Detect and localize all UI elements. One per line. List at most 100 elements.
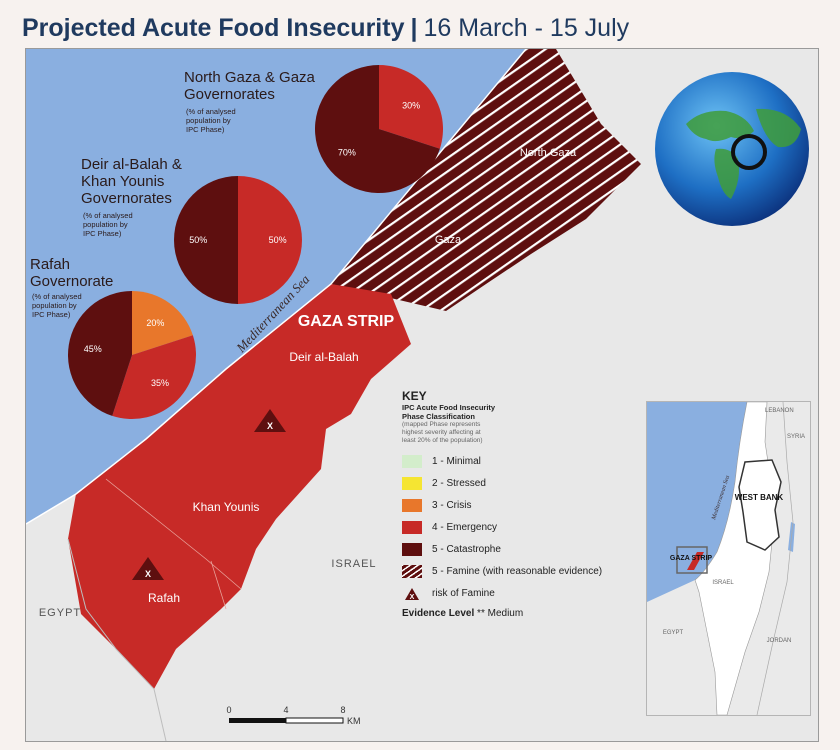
pie-title-north-gaza-line1: North Gaza & Gaza <box>184 69 315 86</box>
pie-chart-rafah: 20% 35% 45% <box>68 291 196 419</box>
scale-bar: 0 4 8 KM <box>226 705 361 726</box>
inset-west-bank <box>738 459 782 551</box>
key-items: 1 - Minimal 2 - Stressed 3 - Crisis 4 - … <box>402 450 632 604</box>
scale-segment-2 <box>285 717 344 724</box>
coastline <box>26 49 527 525</box>
label-gaza-strip: GAZA STRIP <box>298 313 395 330</box>
slice-crisis <box>132 291 193 355</box>
pie-slice-label: 30% <box>402 101 420 111</box>
boundary-rafah <box>210 560 227 610</box>
pie-slice-label: 70% <box>338 147 356 157</box>
famine-risk-marker-deir: X <box>254 409 286 432</box>
inset-label-egypt: EGYPT <box>663 630 684 636</box>
title-separator: | <box>410 14 418 42</box>
pie-title-north-gaza-line2: Governorates <box>184 86 275 103</box>
egypt-border <box>67 538 167 741</box>
pie-subtitle-rafah: (% of analysed population by IPC Phase) <box>32 292 82 319</box>
key-label-stressed: 2 - Stressed <box>432 477 486 489</box>
inset-map-canvas: LEBANON SYRIA Mediterranean Sea WEST BAN… <box>647 402 805 715</box>
key-swatch-crisis <box>402 498 422 512</box>
pie-subtitle-north-gaza-line3: IPC Phase) <box>186 125 225 134</box>
pie-title-deir-khan-line1: Deir al-Balah & <box>81 156 182 173</box>
evidence-value: Medium <box>487 608 524 619</box>
title-main: Projected Acute Food Insecurity <box>22 14 405 42</box>
key-note-line2: highest severity affecting at <box>402 429 481 436</box>
inset-label-west-bank: WEST BANK <box>735 493 784 502</box>
pie-title-rafah-line2: Governorate <box>30 273 114 290</box>
inset-sea <box>647 402 747 602</box>
pie-subtitle-rafah-line1: (% of analysed <box>32 292 82 301</box>
key-label-famine: 5 - Famine (with reasonable evidence) <box>432 565 603 577</box>
key-label-risk-famine: risk of Famine <box>432 587 495 599</box>
key-item-famine: 5 - Famine (with reasonable evidence) <box>402 560 632 582</box>
key-subtitle-line1: IPC Acute Food Insecurity <box>402 403 496 412</box>
scale-tick-0: 0 <box>226 705 231 715</box>
pie-title-deir-khan-line3: Governorates <box>81 190 172 207</box>
pie-subtitle-deir-khan: (% of analysed population by IPC Phase) <box>83 211 133 238</box>
pie-title-deir-khan: Deir al-Balah & Khan Younis Governorates <box>81 156 182 207</box>
pie-subtitle-rafah-line2: population by <box>32 301 77 310</box>
pie-slice-label: 50% <box>189 235 207 245</box>
pie-chart-north-gaza: 30% 70% <box>315 65 443 193</box>
pie-subtitle-deir-khan-line2: population by <box>83 220 128 229</box>
label-israel: ISRAEL <box>331 558 376 570</box>
scale-tick-4: 4 <box>283 705 288 715</box>
key-subtitle: IPC Acute Food Insecurity Phase Classifi… <box>402 403 632 421</box>
pie-subtitle-deir-khan-line3: IPC Phase) <box>83 229 122 238</box>
boundary-khan-younis <box>105 478 242 590</box>
region-north-gaza-gaza <box>331 49 641 311</box>
globe-icon <box>655 72 809 226</box>
pie-subtitle-north-gaza: (% of analysed population by IPC Phase) <box>186 107 236 134</box>
pie-subtitle-deir-khan-line1: (% of analysed <box>83 211 133 220</box>
inset-gaza-strip-shape <box>687 552 704 570</box>
key-note-line1: (mapped Phase represents <box>402 421 481 428</box>
famine-risk-marker-rafah-label: X <box>145 569 151 579</box>
pie-chart-deir-khan: 50% 50% <box>174 176 302 304</box>
famine-risk-marker-deir-label: X <box>267 421 273 431</box>
key-swatch-stressed <box>402 476 422 490</box>
label-egypt: EGYPT <box>39 607 81 619</box>
pie-slice-label: 45% <box>84 344 102 354</box>
inset-map: LEBANON SYRIA Mediterranean Sea WEST BAN… <box>646 401 811 716</box>
key-label-crisis: 3 - Crisis <box>432 499 472 511</box>
key-swatch-minimal <box>402 454 422 468</box>
key-subtitle-line2: Phase Classification <box>402 412 475 421</box>
inset-label-israel: ISRAEL <box>712 580 734 586</box>
slice-catastrophe <box>68 291 132 416</box>
pie-slice-label: 35% <box>151 378 169 388</box>
pie-subtitle-north-gaza-line2: population by <box>186 116 231 125</box>
evidence-level: Evidence Level ** Medium <box>402 608 632 619</box>
svg-text:X: X <box>410 594 415 601</box>
slice-emergency <box>112 335 196 419</box>
pie-title-deir-khan-line2: Khan Younis <box>81 173 165 190</box>
key-title: KEY <box>402 389 427 403</box>
label-north-gaza: North Gaza <box>520 147 577 159</box>
pie-subtitle-rafah-line3: IPC Phase) <box>32 310 71 319</box>
label-rafah: Rafah <box>148 591 180 605</box>
key-swatch-catastrophe <box>402 542 422 556</box>
slice-emergency <box>238 176 302 304</box>
slice-catastrophe <box>315 65 440 193</box>
scale-segment-1 <box>229 718 286 723</box>
key-label-minimal: 1 - Minimal <box>432 455 481 467</box>
key-item-risk-famine: X risk of Famine <box>402 582 632 604</box>
key-item-stressed: 2 - Stressed <box>402 472 632 494</box>
famine-risk-icon: X <box>402 587 422 601</box>
label-gaza: Gaza <box>435 234 462 246</box>
key-item-catastrophe: 5 - Catastrophe <box>402 538 632 560</box>
key-item-crisis: 3 - Crisis <box>402 494 632 516</box>
slice-catastrophe <box>174 176 238 304</box>
key-note: (mapped Phase represents highest severit… <box>402 421 632 445</box>
inset-label-jordan: JORDAN <box>767 638 792 644</box>
evidence-label: Evidence Level <box>402 608 475 619</box>
pie-subtitle-north-gaza-line1: (% of analysed <box>186 107 236 116</box>
key-label-catastrophe: 5 - Catastrophe <box>432 543 501 555</box>
map-frame: X X North Gaza Gaza GAZA STRIP Deir al-B… <box>25 48 819 742</box>
famine-risk-marker-rafah: X <box>132 557 164 580</box>
inset-label-lebanon: LEBANON <box>765 408 794 414</box>
key-label-emergency: 4 - Emergency <box>432 521 498 533</box>
pie-title-rafah-line1: Rafah <box>30 256 71 273</box>
key-swatch-famine <box>402 564 422 578</box>
scale-unit: KM <box>347 716 361 726</box>
label-khan-younis: Khan Younis <box>193 500 260 514</box>
